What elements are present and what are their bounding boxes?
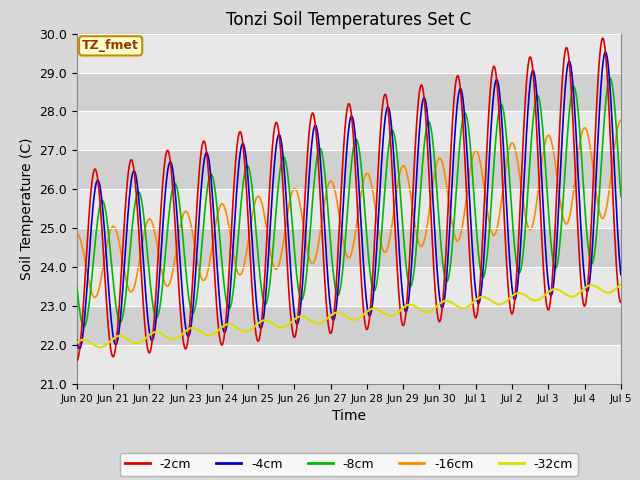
X-axis label: Time: Time [332,409,366,423]
Bar [77,189,621,228]
Y-axis label: Soil Temperature (C): Soil Temperature (C) [20,138,34,280]
Bar [77,306,621,345]
Title: Tonzi Soil Temperatures Set C: Tonzi Soil Temperatures Set C [226,11,472,29]
Bar [77,345,621,384]
Bar [77,34,621,72]
Text: TZ_fmet: TZ_fmet [82,39,139,52]
Legend: -2cm, -4cm, -8cm, -16cm, -32cm: -2cm, -4cm, -8cm, -16cm, -32cm [120,453,578,476]
Bar [77,111,621,150]
Bar [77,150,621,189]
Bar [77,72,621,111]
Bar [77,228,621,267]
Bar [77,267,621,306]
